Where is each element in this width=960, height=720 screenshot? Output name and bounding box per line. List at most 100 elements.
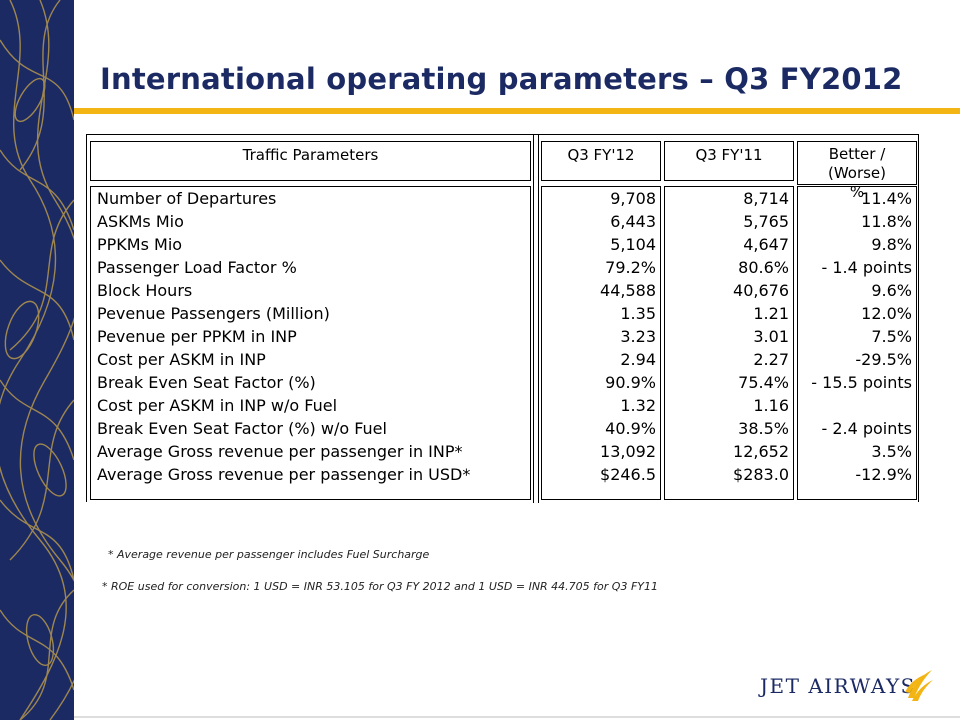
header-traffic-parameters: Traffic Parameters: [90, 141, 531, 181]
cell-value: 1.32: [620, 396, 656, 415]
table-cell: 12,652: [665, 440, 793, 463]
cell-value: 9.8%: [871, 235, 912, 254]
header-q3fy12: Q3 FY'12: [541, 141, 661, 181]
table-cell: $283.0: [665, 463, 793, 486]
table-row: PPKMs Mio: [91, 233, 530, 256]
header-q3fy11: Q3 FY'11: [664, 141, 794, 181]
footnote-fuel-surcharge: * Average revenue per passenger includes…: [108, 548, 430, 561]
cell-value: 9,708: [610, 189, 656, 208]
q3fy12-values: 9,708 6,443 5,104 79.2% 44,588 1.35 3.23…: [541, 186, 661, 500]
table-row: Pevenue Passengers (Million): [91, 302, 530, 325]
row-label: Passenger Load Factor %: [97, 258, 297, 277]
table-row: Break Even Seat Factor (%): [91, 371, 530, 394]
cell-value: 3.23: [620, 327, 656, 346]
table-cell: 1.32: [542, 394, 660, 417]
cell-value: 2.27: [753, 350, 789, 369]
param-labels: Number of Departures ASKMs Mio PPKMs Mio…: [90, 186, 531, 500]
header-better-worse-line1: Better / (Worse): [827, 145, 887, 182]
table-cell: - 15.5 points: [798, 371, 916, 394]
cell-value: 1.21: [753, 304, 789, 323]
cell-value: 9.6%: [871, 281, 912, 300]
table-cell: 11.8%: [798, 210, 916, 233]
table-cell: 40,676: [665, 279, 793, 302]
table-cell: $246.5: [542, 463, 660, 486]
table-cell: 75.4%: [665, 371, 793, 394]
table-row: Block Hours: [91, 279, 530, 302]
table-cell: 7.5%: [798, 325, 916, 348]
cell-value: $246.5: [600, 465, 656, 484]
table-row: Cost per ASKM in INP: [91, 348, 530, 371]
cell-value: 6,443: [610, 212, 656, 231]
better-worse-column: Better / (Worse) % 11.4% 11.8% 9.8% - 1.…: [797, 135, 917, 503]
footer-divider: [74, 716, 960, 718]
table-row: Average Gross revenue per passenger in U…: [91, 463, 530, 486]
cell-value: -12.9%: [855, 465, 912, 484]
q3fy11-values: 8,714 5,765 4,647 80.6% 40,676 1.21 3.01…: [664, 186, 794, 500]
cell-value: 1.35: [620, 304, 656, 323]
footnote-roe-conversion: * ROE used for conversion: 1 USD = INR 5…: [102, 580, 658, 593]
traffic-parameters-table: Traffic Parameters Number of Departures …: [86, 134, 919, 503]
cell-value: - 15.5 points: [811, 373, 912, 392]
cell-value: 5,765: [743, 212, 789, 231]
table-cell: 3.5%: [798, 440, 916, 463]
cell-value: 4,647: [743, 235, 789, 254]
table-cell: 1.21: [665, 302, 793, 325]
q3fy11-column: Q3 FY'11 8,714 5,765 4,647 80.6% 40,676 …: [664, 135, 794, 503]
table-cell: 13,092: [542, 440, 660, 463]
cell-value: 40.9%: [605, 419, 656, 438]
row-label: PPKMs Mio: [97, 235, 183, 254]
table-cell: 5,765: [665, 210, 793, 233]
table-cell: 38.5%: [665, 417, 793, 440]
table-cell: 40.9%: [542, 417, 660, 440]
row-label: Break Even Seat Factor (%) w/o Fuel: [97, 419, 387, 438]
table-cell: 12.0%: [798, 302, 916, 325]
q3fy12-column: Q3 FY'12 9,708 6,443 5,104 79.2% 44,588 …: [541, 135, 661, 503]
table-cell: 5,104: [542, 233, 660, 256]
cell-value: 79.2%: [605, 258, 656, 277]
cell-value: 1.16: [753, 396, 789, 415]
row-label: Cost per ASKM in INP w/o Fuel: [97, 396, 338, 415]
cell-value: 38.5%: [738, 419, 789, 438]
jet-airways-sun-icon: [905, 670, 933, 701]
cell-value: 7.5%: [871, 327, 912, 346]
cell-value: 13,092: [600, 442, 656, 461]
logo-text: JET AIRWAYS: [760, 674, 916, 698]
row-label: ASKMs Mio: [97, 212, 184, 231]
cell-value: 2.94: [620, 350, 656, 369]
table-cell: 2.27: [665, 348, 793, 371]
table-cell: 79.2%: [542, 256, 660, 279]
table-cell: 1.16: [665, 394, 793, 417]
cell-value: 80.6%: [738, 258, 789, 277]
cell-value: 40,676: [733, 281, 789, 300]
table-cell: - 2.4 points: [798, 417, 916, 440]
header-better-worse-line2: %: [849, 183, 865, 201]
cell-value: 12,652: [733, 442, 789, 461]
table-row: Pevenue per PPKM in INP: [91, 325, 530, 348]
row-label: Average Gross revenue per passenger in I…: [97, 442, 463, 461]
table-cell: 44,588: [542, 279, 660, 302]
cell-value: 12.0%: [861, 304, 912, 323]
table-cell: 9.8%: [798, 233, 916, 256]
table-cell: -12.9%: [798, 463, 916, 486]
jet-airways-logo: JET AIRWAYS: [760, 668, 940, 704]
header-better-worse: Better / (Worse) %: [797, 141, 917, 201]
table-row: Break Even Seat Factor (%) w/o Fuel: [91, 417, 530, 440]
cell-value: -29.5%: [855, 350, 912, 369]
row-label: Cost per ASKM in INP: [97, 350, 266, 369]
table-row: Number of Departures: [91, 187, 530, 210]
param-column: Traffic Parameters Number of Departures …: [90, 135, 531, 503]
row-label: Break Even Seat Factor (%): [97, 373, 316, 392]
row-label: Pevenue per PPKM in INP: [97, 327, 297, 346]
table-cell: 90.9%: [542, 371, 660, 394]
table-cell: - 1.4 points: [798, 256, 916, 279]
cell-value: 8,714: [743, 189, 789, 208]
cell-value: 11.8%: [861, 212, 912, 231]
table-cell: 4,647: [665, 233, 793, 256]
cell-value: 3.01: [753, 327, 789, 346]
row-label: Block Hours: [97, 281, 193, 300]
cell-value: 44,588: [600, 281, 656, 300]
table-cell: 11.4%: [798, 187, 916, 210]
table-cell: -29.5%: [798, 348, 916, 371]
cell-value: 5,104: [610, 235, 656, 254]
column-divider: [533, 135, 539, 503]
